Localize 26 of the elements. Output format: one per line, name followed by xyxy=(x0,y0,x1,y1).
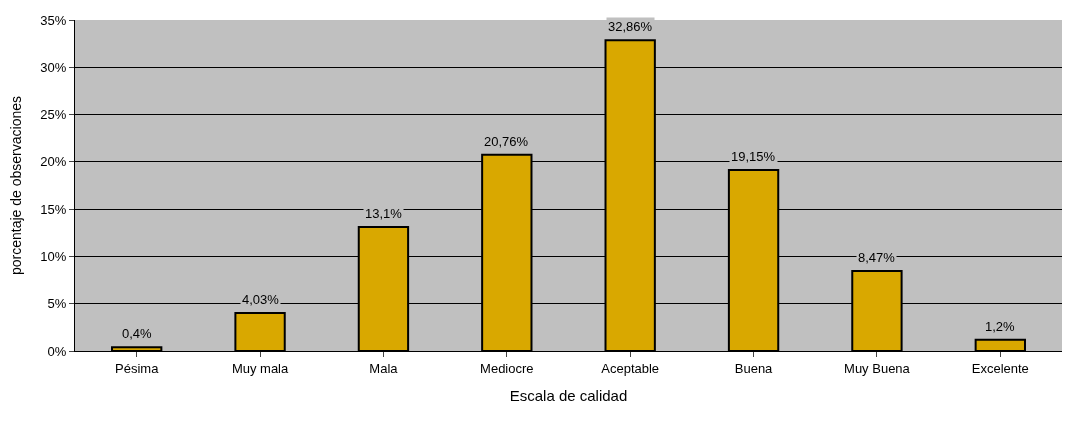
y-tick-label: 15% xyxy=(40,201,67,217)
data-label: 19,15% xyxy=(731,149,776,164)
y-tick-label: 30% xyxy=(40,59,67,75)
x-axis-title: Escala de calidad xyxy=(509,386,628,404)
data-label: 8,47% xyxy=(858,250,896,265)
data-label: 4,03% xyxy=(242,292,280,307)
x-tick-label: Muy Buena xyxy=(844,360,911,376)
x-tick-label: Aceptable xyxy=(601,360,660,376)
data-label: 20,76% xyxy=(484,134,529,149)
data-label: 0,4% xyxy=(122,326,153,341)
y-axis-title: porcentaje de observaciones xyxy=(7,95,24,276)
x-tick-label: Excelente xyxy=(971,360,1029,376)
x-tick-label: Mala xyxy=(369,360,399,376)
y-tick-label: 25% xyxy=(40,107,67,123)
data-label: 1,2% xyxy=(985,319,1016,334)
data-label: 32,86% xyxy=(608,19,653,34)
y-tick-label: 20% xyxy=(40,154,67,170)
y-tick-label: 10% xyxy=(40,248,67,264)
y-tick-label: 35% xyxy=(40,12,67,28)
x-tick-label: Mediocre xyxy=(480,360,534,376)
x-tick-label: Pésima xyxy=(115,360,160,376)
data-label: 13,1% xyxy=(365,206,403,221)
x-tick-label: Muy mala xyxy=(231,360,289,376)
y-tick-label: 5% xyxy=(47,296,67,312)
y-tick-label: 0% xyxy=(47,343,67,359)
x-tick-label: Buena xyxy=(734,360,774,376)
